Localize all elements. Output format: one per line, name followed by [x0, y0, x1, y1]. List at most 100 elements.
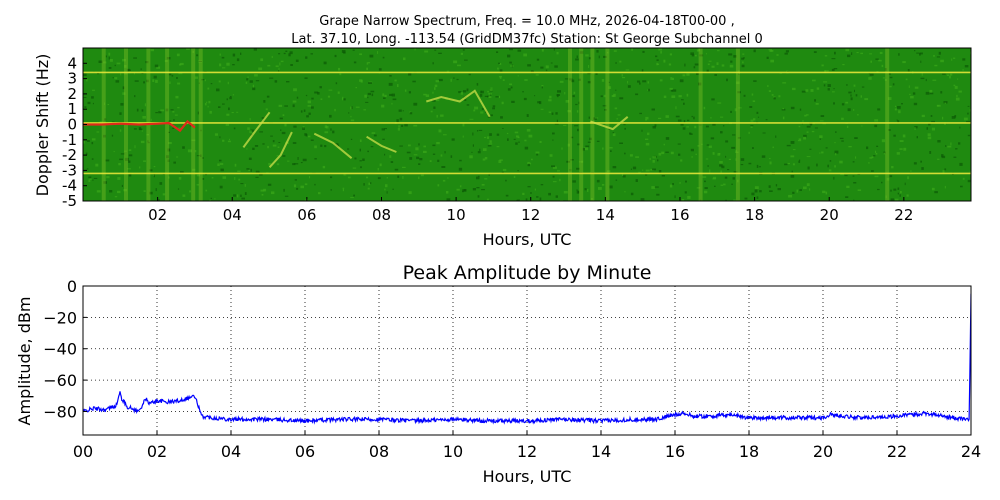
noise-speck [929, 92, 934, 95]
noise-speck [907, 176, 910, 180]
noise-speck [155, 112, 158, 114]
vertical-streak [191, 48, 196, 201]
noise-speck [366, 67, 368, 71]
noise-speck [958, 142, 961, 145]
noise-speck [631, 48, 633, 51]
noise-speck [274, 80, 278, 83]
noise-speck [413, 154, 418, 156]
y-tick-label: 0 [67, 277, 77, 296]
noise-speck [813, 51, 817, 53]
noise-speck [472, 132, 474, 136]
noise-speck [453, 77, 455, 79]
noise-speck [877, 188, 880, 191]
noise-speck [334, 143, 339, 146]
noise-speck [728, 53, 733, 56]
noise-speck [517, 199, 520, 201]
noise-speck [756, 164, 759, 168]
noise-speck [143, 190, 146, 192]
noise-speck [249, 130, 252, 134]
noise-speck [960, 185, 963, 188]
noise-speck [579, 51, 584, 54]
noise-speck [798, 138, 802, 141]
noise-speck [397, 127, 400, 131]
y-tick-label: -5 [62, 192, 77, 210]
noise-speck [162, 193, 166, 196]
noise-speck [619, 142, 623, 144]
noise-speck [694, 125, 697, 129]
noise-speck [489, 89, 493, 91]
noise-speck [244, 184, 246, 187]
x-tick-label: 16 [665, 442, 685, 461]
x-tick-label: 14 [591, 442, 611, 461]
noise-speck [567, 110, 571, 113]
noise-speck [889, 175, 893, 178]
noise-speck [418, 143, 420, 146]
noise-speck [706, 144, 710, 146]
noise-speck [957, 78, 959, 80]
noise-speck [737, 137, 741, 139]
noise-speck [689, 133, 693, 135]
noise-speck [109, 190, 113, 193]
noise-speck [304, 183, 308, 186]
noise-speck [914, 50, 916, 52]
noise-speck [853, 84, 856, 87]
noise-speck [499, 159, 503, 161]
noise-speck [174, 114, 178, 116]
noise-speck [816, 163, 818, 167]
y-tick-label: −60 [43, 371, 77, 390]
noise-speck [153, 75, 157, 79]
noise-speck [114, 77, 118, 80]
noise-speck [368, 182, 371, 186]
noise-speck [480, 90, 482, 93]
noise-speck [489, 133, 492, 136]
noise-speck [146, 79, 149, 83]
noise-speck [873, 155, 876, 157]
noise-speck [482, 158, 486, 161]
noise-speck [552, 166, 557, 169]
noise-speck [423, 145, 426, 148]
y-tick-label: -2 [62, 146, 77, 164]
noise-speck [134, 80, 139, 82]
noise-speck [332, 130, 335, 134]
noise-speck [377, 177, 381, 180]
noise-speck [177, 127, 181, 130]
noise-speck [658, 170, 662, 173]
noise-speck [590, 197, 593, 200]
noise-speck [801, 90, 806, 93]
noise-speck [327, 95, 331, 98]
noise-speck [737, 179, 739, 183]
noise-speck [236, 111, 239, 113]
noise-speck [204, 79, 206, 82]
noise-speck [145, 61, 149, 64]
noise-speck [799, 189, 802, 191]
noise-speck [334, 108, 336, 112]
noise-speck [297, 157, 299, 160]
noise-speck [165, 108, 169, 112]
noise-speck [684, 63, 686, 67]
noise-speck [139, 166, 141, 169]
noise-speck [496, 146, 500, 148]
noise-speck [944, 185, 946, 189]
noise-speck [265, 108, 268, 111]
noise-speck [724, 176, 728, 179]
noise-speck [721, 64, 725, 67]
noise-speck [119, 158, 123, 161]
noise-speck [477, 130, 479, 132]
noise-speck [414, 48, 416, 51]
noise-speck [598, 55, 600, 59]
noise-speck [246, 168, 250, 170]
noise-speck [147, 141, 150, 144]
noise-speck [782, 107, 784, 110]
noise-speck [682, 74, 686, 77]
noise-speck [896, 152, 900, 155]
noise-speck [897, 120, 900, 123]
noise-speck [891, 166, 894, 169]
noise-speck [894, 105, 897, 108]
noise-speck [855, 94, 858, 97]
noise-speck [769, 190, 773, 192]
spectrogram-y-axis-label: Doppler Shift (Hz) [33, 54, 52, 197]
noise-speck [612, 133, 616, 137]
noise-speck [539, 101, 542, 105]
noise-speck [189, 190, 192, 193]
noise-speck [168, 142, 172, 145]
